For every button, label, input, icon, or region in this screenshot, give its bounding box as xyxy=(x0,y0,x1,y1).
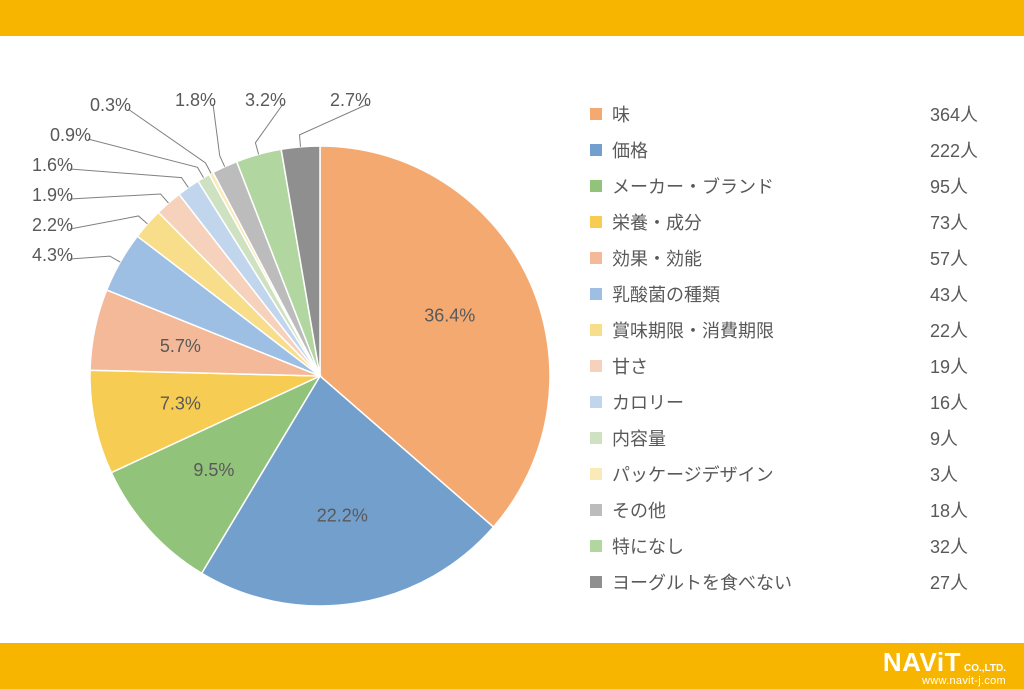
legend-count: 18人 xyxy=(930,497,1000,523)
brand-logo-text: NAViT xyxy=(883,649,961,675)
legend-count: 27人 xyxy=(930,569,1000,595)
legend-swatch xyxy=(590,324,602,336)
legend-label: 価格 xyxy=(612,137,920,163)
legend-label: 味 xyxy=(612,101,920,127)
leader-line xyxy=(70,194,168,203)
legend-row: 価格 222人 xyxy=(590,132,1000,168)
top-accent-bar xyxy=(0,0,1024,36)
pie-slice-label: 36.4% xyxy=(424,306,475,326)
bottom-accent-bar: NAViTCO.,LTD. www.navit-j.com xyxy=(0,643,1024,689)
pie-chart: 36.4% 22.2% 9.5% 7.3% 5.7% 4.3% 2.2% 1.9% 1.6% 0.… xyxy=(20,46,560,626)
legend-row: 特になし 32人 xyxy=(590,528,1000,564)
legend-label: ヨーグルトを食べない xyxy=(612,569,920,595)
legend-label: 特になし xyxy=(612,533,920,559)
leader-line xyxy=(128,109,211,173)
legend-swatch xyxy=(590,468,602,480)
legend-swatch xyxy=(590,396,602,408)
pie-slice-label: 1.6% xyxy=(32,155,73,175)
legend-row: 乳酸菌の種類 43人 xyxy=(590,276,1000,312)
legend-label: その他 xyxy=(612,497,920,523)
legend-swatch xyxy=(590,540,602,552)
legend-label: 栄養・成分 xyxy=(612,209,920,235)
legend-swatch xyxy=(590,432,602,444)
leader-line xyxy=(70,256,120,262)
legend-row: 栄養・成分 73人 xyxy=(590,204,1000,240)
brand-logo-sub: CO.,LTD. xyxy=(964,663,1006,674)
pie-slice-label: 3.2% xyxy=(245,90,286,110)
legend-swatch xyxy=(590,576,602,588)
legend-label: 効果・効能 xyxy=(612,245,920,271)
legend-row: 効果・効能 57人 xyxy=(590,240,1000,276)
legend-label: パッケージデザイン xyxy=(612,461,920,487)
legend-row: 味 364人 xyxy=(590,96,1000,132)
legend-count: 22人 xyxy=(930,317,1000,343)
legend-row: パッケージデザイン 3人 xyxy=(590,456,1000,492)
content-area: 36.4% 22.2% 9.5% 7.3% 5.7% 4.3% 2.2% 1.9% 1.6% 0.… xyxy=(0,36,1024,643)
legend-swatch xyxy=(590,216,602,228)
legend-count: 16人 xyxy=(930,389,1000,415)
leader-line xyxy=(255,104,283,154)
legend-label: メーカー・ブランド xyxy=(612,173,920,199)
pie-slice-label: 2.2% xyxy=(32,215,73,235)
pie-slice-label: 1.9% xyxy=(32,185,73,205)
pie-slice-label: 9.5% xyxy=(193,460,234,480)
legend-swatch xyxy=(590,288,602,300)
legend-swatch xyxy=(590,108,602,120)
legend-count: 32人 xyxy=(930,533,1000,559)
legend-row: 甘さ 19人 xyxy=(590,348,1000,384)
legend-label: 賞味期限・消費期限 xyxy=(612,317,920,343)
legend-swatch xyxy=(590,504,602,516)
leader-line xyxy=(299,104,368,147)
pie-slice-label: 22.2% xyxy=(317,506,368,526)
legend-row: カロリー 16人 xyxy=(590,384,1000,420)
pie-slice-label: 5.7% xyxy=(160,336,201,356)
leader-line xyxy=(70,216,147,229)
legend-label: 内容量 xyxy=(612,425,920,451)
brand-logo: NAViTCO.,LTD. www.navit-j.com xyxy=(883,649,1006,687)
legend-swatch xyxy=(590,144,602,156)
legend-label: 甘さ xyxy=(612,353,920,379)
legend-count: 43人 xyxy=(930,281,1000,307)
legend-row: ヨーグルトを食べない 27人 xyxy=(590,564,1000,600)
legend-swatch xyxy=(590,252,602,264)
legend-count: 364人 xyxy=(930,101,1000,127)
legend-count: 9人 xyxy=(930,425,1000,451)
leader-line xyxy=(70,169,188,187)
legend-label: カロリー xyxy=(612,389,920,415)
pie-chart-svg: 36.4% 22.2% 9.5% 7.3% 5.7% 4.3% 2.2% 1.9% 1.6% 0.… xyxy=(20,46,560,646)
brand-logo-url: www.navit-j.com xyxy=(883,676,1006,687)
legend-row: 賞味期限・消費期限 22人 xyxy=(590,312,1000,348)
legend: 味364人価格222人メーカー・ブランド95人栄養・成分73人効果・効能57人乳… xyxy=(590,96,1000,600)
legend-label: 乳酸菌の種類 xyxy=(612,281,920,307)
legend-count: 95人 xyxy=(930,173,1000,199)
legend-count: 57人 xyxy=(930,245,1000,271)
legend-count: 222人 xyxy=(930,137,1000,163)
pie-slice-label: 1.8% xyxy=(175,90,216,110)
legend-row: 内容量 9人 xyxy=(590,420,1000,456)
legend-count: 73人 xyxy=(930,209,1000,235)
legend-swatch xyxy=(590,360,602,372)
leader-line xyxy=(213,104,225,167)
pie-slice-label: 0.9% xyxy=(50,125,91,145)
pie-slice-label: 0.3% xyxy=(90,95,131,115)
pie-slice-label: 4.3% xyxy=(32,245,73,265)
pie-slice-label: 2.7% xyxy=(330,90,371,110)
legend-count: 19人 xyxy=(930,353,1000,379)
legend-row: その他 18人 xyxy=(590,492,1000,528)
legend-count: 3人 xyxy=(930,461,1000,487)
pie-slice-label: 7.3% xyxy=(160,394,201,414)
legend-swatch xyxy=(590,180,602,192)
legend-row: メーカー・ブランド 95人 xyxy=(590,168,1000,204)
